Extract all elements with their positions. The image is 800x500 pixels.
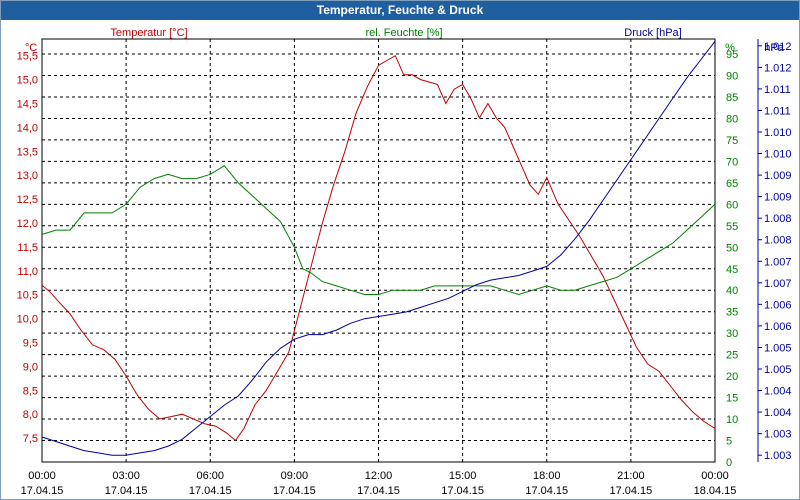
- x-tick-time: 09:00: [281, 470, 309, 482]
- x-tick-date: 17.04.15: [189, 485, 232, 497]
- x-tick-date: 17.04.15: [357, 485, 400, 497]
- pressure-tick-label: 1.011: [764, 84, 791, 96]
- humidity-tick-label: 10: [726, 414, 738, 426]
- temperature-tick-label: 7,5: [23, 433, 38, 445]
- temperature-tick-label: 15,5: [17, 51, 38, 63]
- x-tick-time: 21:00: [617, 470, 645, 482]
- x-tick-time: 06:00: [196, 470, 224, 482]
- temperature-tick-label: 12,5: [17, 194, 38, 206]
- humidity-tick-label: 0: [726, 457, 732, 469]
- pressure-tick-label: 1.008: [764, 235, 792, 247]
- temperature-tick-label: 14,0: [17, 122, 38, 134]
- x-tick-date: 17.04.15: [21, 485, 64, 497]
- pressure-tick-label: 1.007: [764, 278, 792, 290]
- humidity-tick-label: 50: [726, 242, 738, 254]
- x-tick-date: 18.04.15: [694, 485, 737, 497]
- temperature-tick-label: 8,5: [23, 385, 38, 397]
- x-tick-date: 17.04.15: [441, 485, 484, 497]
- series-label-pressure: Druck [hPa]: [624, 27, 681, 39]
- humidity-tick-label: 40: [726, 285, 738, 297]
- humidity-tick-label: 45: [726, 264, 738, 276]
- humidity-tick-label: 55: [726, 221, 738, 233]
- temperature-tick-label: 13,0: [17, 170, 38, 182]
- x-tick-time: 03:00: [112, 470, 140, 482]
- series-label-humidity: rel. Feuchte [%]: [365, 27, 442, 39]
- humidity-tick-label: 15: [726, 393, 738, 405]
- humidity-tick-label: 65: [726, 178, 738, 190]
- x-tick-date: 17.04.15: [273, 485, 316, 497]
- pressure-tick-label: 1.009: [764, 170, 792, 182]
- humidity-tick-label: 80: [726, 113, 738, 125]
- x-tick-time: 15:00: [449, 470, 477, 482]
- pressure-tick-label: 1.004: [764, 386, 792, 398]
- x-tick-time: 18:00: [533, 470, 561, 482]
- humidity-tick-label: 95: [726, 49, 738, 61]
- pressure-tick-label: 1.003: [764, 429, 792, 441]
- temperature-tick-label: 10,0: [17, 314, 38, 326]
- temperature-tick-label: 12,0: [17, 218, 38, 230]
- temperature-tick-label: 9,5: [23, 338, 38, 350]
- humidity-tick-label: 70: [726, 156, 738, 168]
- x-tick-time: 12:00: [365, 470, 393, 482]
- pressure-tick-label: 1.012: [764, 62, 792, 74]
- pressure-tick-label: 1.005: [764, 342, 792, 354]
- temperature-tick-label: 9,0: [23, 361, 38, 373]
- series-line-humidity: [41, 165, 716, 296]
- series-label-temperature: Temperatur [°C]: [110, 27, 187, 39]
- pressure-tick-label: 1.006: [764, 299, 792, 311]
- humidity-unit-label: %: [725, 42, 735, 54]
- humidity-tick-label: 35: [726, 307, 738, 319]
- chart-title: Temperatur, Feuchte & Druck: [1, 1, 799, 20]
- pressure-tick-label: 1.003: [764, 450, 792, 462]
- x-tick-time: 00:00: [28, 470, 56, 482]
- pressure-tick-label: 1.008: [764, 213, 792, 225]
- pressure-tick-label: 1.007: [764, 256, 792, 268]
- temperature-tick-label: 15,0: [17, 75, 38, 87]
- series-line-pressure: [41, 40, 716, 456]
- series-line-temperature: [41, 54, 716, 442]
- temperature-unit-label: °C: [25, 42, 37, 54]
- plot-frame: [41, 38, 716, 463]
- pressure-tick-label: 1.012: [764, 41, 792, 53]
- temperature-tick-label: 11,5: [17, 242, 38, 254]
- pressure-tick-label: 1.005: [764, 364, 792, 376]
- temperature-tick-label: 14,5: [17, 99, 38, 111]
- x-tick-time: 00:00: [701, 470, 729, 482]
- pressure-tick-label: 1.010: [764, 149, 792, 161]
- humidity-tick-label: 60: [726, 199, 738, 211]
- pressure-tick-label: 1.010: [764, 127, 792, 139]
- pressure-tick-label: 1.011: [764, 105, 791, 117]
- pressure-tick-label: 1.004: [764, 407, 792, 419]
- x-tick-date: 17.04.15: [525, 485, 568, 497]
- humidity-tick-label: 85: [726, 92, 738, 104]
- pressure-tick-label: 1.009: [764, 192, 792, 204]
- pressure-tick-label: 1.006: [764, 321, 792, 333]
- humidity-tick-label: 5: [726, 436, 732, 448]
- x-tick-date: 17.04.15: [609, 485, 652, 497]
- temperature-tick-label: 10,5: [17, 290, 38, 302]
- temperature-tick-label: 11,0: [17, 266, 38, 278]
- humidity-tick-label: 75: [726, 135, 738, 147]
- temperature-tick-label: 13,5: [17, 146, 38, 158]
- x-tick-date: 17.04.15: [105, 485, 148, 497]
- humidity-tick-label: 30: [726, 328, 738, 340]
- chart-plot: Temperatur [°C] rel. Feuchte [%] Druck [hP…: [17, 27, 792, 497]
- humidity-tick-label: 20: [726, 371, 738, 383]
- temperature-tick-label: 8,0: [23, 409, 38, 421]
- humidity-tick-label: 25: [726, 350, 738, 362]
- humidity-tick-label: 90: [726, 71, 738, 83]
- pressure-unit-label: hPa: [764, 42, 784, 54]
